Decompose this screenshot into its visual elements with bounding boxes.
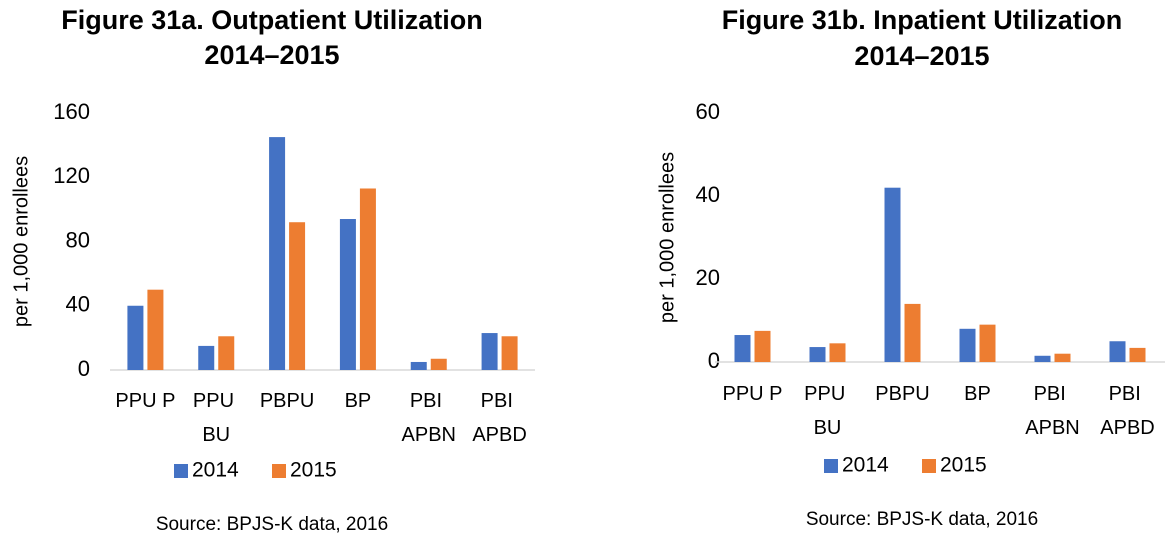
x-tick-label: PBI APBD — [1100, 383, 1154, 439]
legend-label: 2015 — [290, 459, 337, 482]
bar — [1054, 353, 1071, 362]
y-tick-label: 120 — [53, 163, 90, 188]
legend-swatch — [174, 464, 188, 478]
y-tick-label: 160 — [53, 99, 90, 124]
legend-label: 2014 — [842, 454, 889, 477]
bar — [430, 358, 447, 370]
bar — [339, 219, 356, 370]
bar — [501, 336, 518, 370]
legend-swatch — [824, 459, 838, 473]
x-tick-label: PPU P — [115, 390, 175, 412]
bar — [1109, 341, 1126, 362]
bar — [734, 335, 751, 362]
x-tick-label: PPU BU — [804, 383, 851, 439]
bar — [289, 222, 306, 370]
y-axis-label: per 1,000 enrollees — [656, 152, 678, 323]
bar — [147, 289, 164, 370]
bar — [410, 361, 427, 370]
bar — [884, 187, 901, 362]
y-tick-label: 20 — [696, 265, 720, 290]
bar — [809, 347, 826, 362]
legend-label: 2014 — [192, 459, 239, 482]
y-axis-label: per 1,000 enrollees — [10, 156, 32, 327]
bar — [979, 324, 996, 362]
y-tick-label: 0 — [708, 348, 720, 373]
bar — [127, 305, 144, 370]
chart-subtitle: 2014–2015 — [204, 40, 339, 70]
bar — [1129, 347, 1146, 362]
x-tick-label: PBI APBD — [472, 390, 526, 446]
source-note: Source: BPJS-K data, 2016 — [806, 509, 1038, 530]
bar — [959, 328, 976, 362]
legend-swatch — [922, 459, 936, 473]
bar — [754, 330, 771, 362]
x-tick-label: PBPU — [875, 383, 929, 405]
chart-subtitle: 2014–2015 — [854, 41, 989, 71]
x-tick-label: PPU P — [722, 383, 782, 405]
bar — [1034, 355, 1051, 362]
bar — [904, 303, 921, 362]
bar — [269, 137, 286, 370]
x-tick-label: BP — [964, 383, 991, 405]
x-tick-label: PBI APBN — [1025, 383, 1079, 439]
y-tick-label: 80 — [66, 227, 90, 252]
source-note: Source: BPJS-K data, 2016 — [156, 514, 388, 535]
y-tick-label: 0 — [78, 356, 90, 381]
x-tick-label: PBPU — [260, 390, 314, 412]
y-tick-label: 40 — [696, 182, 720, 207]
y-tick-label: 40 — [66, 292, 90, 317]
bar — [829, 343, 846, 362]
legend-swatch — [272, 464, 286, 478]
legend-label: 2015 — [940, 454, 987, 477]
bar — [481, 333, 498, 370]
x-tick-label: PPU BU — [193, 390, 240, 446]
bar — [359, 188, 376, 370]
bar — [218, 336, 235, 370]
bar — [198, 345, 215, 370]
chart-title: Figure 31b. Inpatient Utilization — [722, 5, 1123, 35]
chart-title: Figure 31a. Outpatient Utilization — [61, 5, 483, 35]
y-tick-label: 60 — [696, 99, 720, 124]
x-tick-label: BP — [345, 390, 372, 412]
x-tick-label: PBI APBN — [402, 390, 456, 446]
